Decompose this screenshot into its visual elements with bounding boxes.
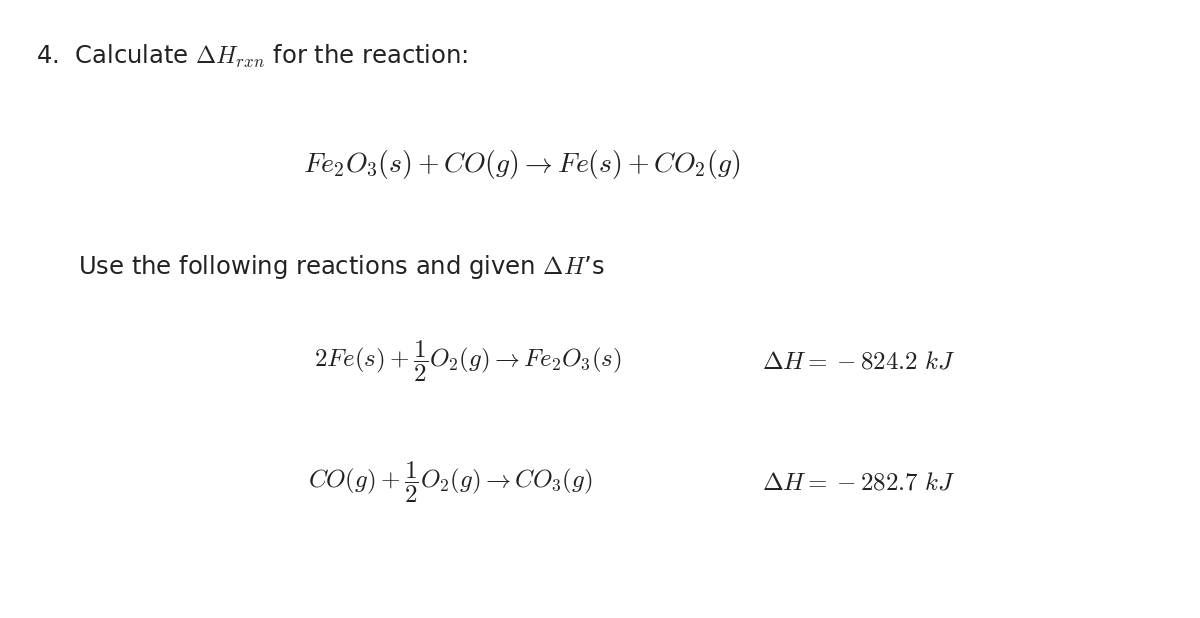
Text: $\Delta H = -824.2\ kJ$: $\Delta H = -824.2\ kJ$ [762, 350, 955, 373]
Text: 4.  Calculate $\Delta H_{rxn}$ for the reaction:: 4. Calculate $\Delta H_{rxn}$ for the re… [36, 43, 468, 70]
Text: $CO(g) + \dfrac{1}{2}O_2(g) \rightarrow CO_3(g)$: $CO(g) + \dfrac{1}{2}O_2(g) \rightarrow … [307, 459, 593, 505]
Text: $Fe_2O_3(s) + CO(g) \rightarrow Fe(s) + CO_2(g)$: $Fe_2O_3(s) + CO(g) \rightarrow Fe(s) + … [304, 148, 740, 181]
Text: $\Delta H = -282.7\ kJ$: $\Delta H = -282.7\ kJ$ [762, 470, 955, 494]
Text: $2Fe(s) + \dfrac{1}{2}O_2(g) \rightarrow Fe_2O_3(s)$: $2Fe(s) + \dfrac{1}{2}O_2(g) \rightarrow… [314, 339, 622, 384]
Text: Use the following reactions and given $\Delta H$’s: Use the following reactions and given $\… [78, 253, 605, 281]
